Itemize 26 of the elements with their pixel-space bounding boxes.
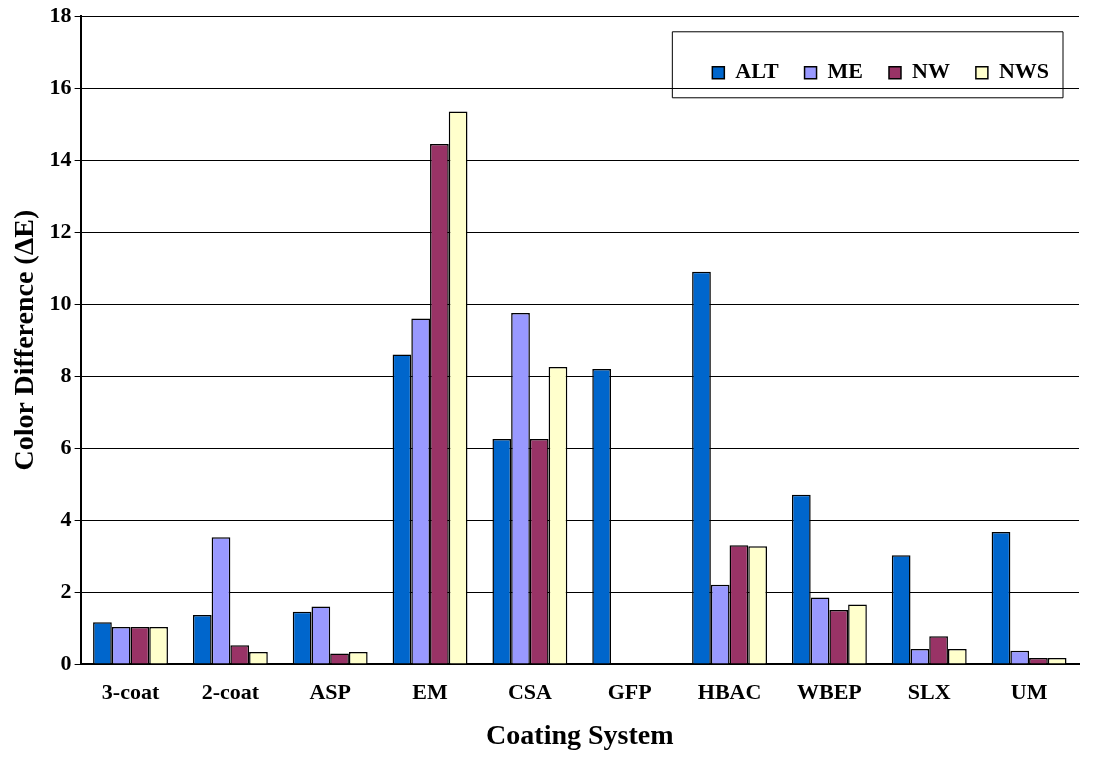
x-tick-label: WBEP — [797, 678, 862, 704]
y-tick-label: 10 — [49, 289, 72, 315]
legend-label: NW — [911, 58, 950, 84]
y-tick-label: 16 — [49, 73, 72, 99]
legend-label: NWS — [998, 58, 1049, 84]
x-axis-title: Coating System — [486, 719, 674, 751]
x-tick-label: ASP — [309, 678, 351, 704]
x-tick-label: EM — [412, 678, 448, 704]
legend-label: ALT — [735, 58, 779, 84]
y-tick-label: 14 — [49, 145, 72, 171]
y-tick-label: 8 — [60, 361, 72, 387]
x-tick-label: HBAC — [697, 678, 762, 704]
x-tick-label: 3-coat — [101, 678, 160, 704]
y-tick-label: 6 — [60, 433, 72, 459]
x-tick-label: 2-coat — [201, 678, 260, 704]
y-tick-label: 0 — [60, 649, 72, 675]
x-tick-label: CSA — [507, 678, 552, 704]
y-tick-label: 4 — [60, 505, 72, 531]
legend-label: ME — [827, 58, 863, 84]
x-tick-label: SLX — [907, 678, 951, 704]
y-axis-title: Color Difference (ΔE) — [8, 209, 40, 471]
y-tick-label: 2 — [60, 577, 72, 603]
x-tick-label: UM — [1010, 678, 1048, 704]
y-tick-label: 18 — [49, 1, 72, 27]
y-tick-label: 12 — [49, 217, 72, 243]
x-tick-label: GFP — [607, 678, 652, 704]
